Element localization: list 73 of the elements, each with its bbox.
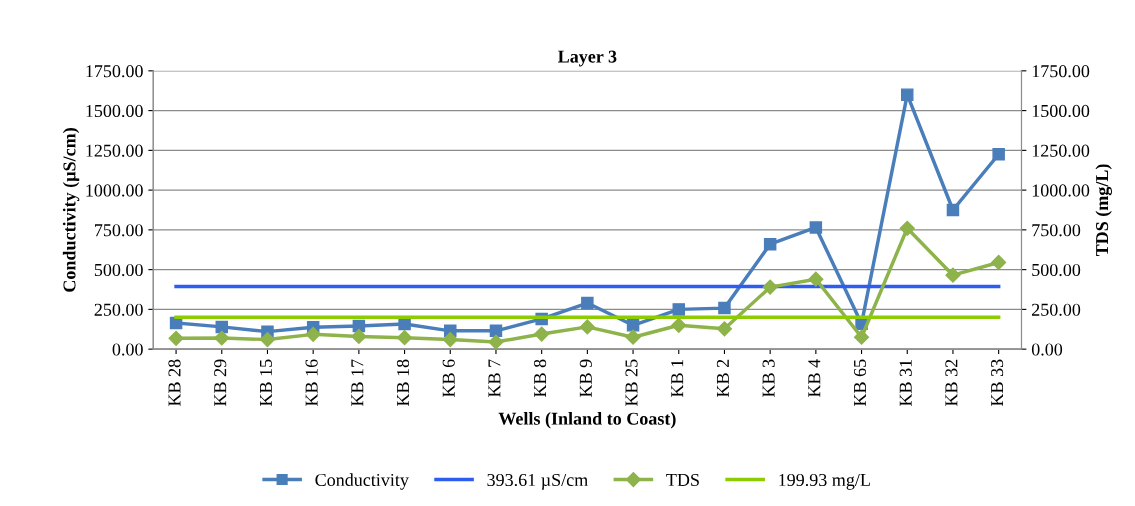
point xyxy=(763,237,777,251)
point xyxy=(716,321,733,337)
point xyxy=(671,317,687,333)
x-tick-label: KB 29 xyxy=(214,359,227,406)
chart-title: Layer 3 xyxy=(557,50,617,67)
point xyxy=(534,326,550,342)
y-tick-label: 500.00 xyxy=(94,263,143,277)
x-tick-label: KB 1 xyxy=(671,359,684,397)
legend-label: 199.93 mg/L xyxy=(779,473,870,490)
y-tick-label: 0.00 xyxy=(112,343,143,356)
point xyxy=(992,148,1005,161)
y-tick-label: 250.00 xyxy=(94,303,143,316)
x-tick-label: KB 18 xyxy=(396,359,410,406)
x-axis-title: Wells (Inland to Coast) xyxy=(498,412,676,429)
y-tick-label: 750.00 xyxy=(95,224,143,237)
x-tick-label: KB 4 xyxy=(808,359,821,397)
point xyxy=(581,296,594,310)
point xyxy=(991,254,1007,271)
x-tick-label: KB 3 xyxy=(762,359,775,397)
y-tick-label: 1000.00 xyxy=(86,184,143,197)
x-tick-label: KB 33 xyxy=(991,359,1004,406)
point xyxy=(808,271,824,287)
y2-tick-label: 250.00 xyxy=(1032,303,1081,316)
x-tick-label: KB 9 xyxy=(579,359,592,397)
y2-tick-label: 0.00 xyxy=(1031,343,1063,356)
x-tick-label: KB 25 xyxy=(625,359,638,406)
point xyxy=(488,334,504,350)
point xyxy=(672,303,686,316)
point xyxy=(579,319,595,335)
x-tick-label: KB 16 xyxy=(305,359,318,406)
y2-tick-label: 500.00 xyxy=(1032,263,1081,277)
point xyxy=(946,203,960,217)
point xyxy=(259,332,276,348)
y2-tick-label: 1250.00 xyxy=(1032,144,1090,157)
x-tick-label: KB 28 xyxy=(168,359,181,406)
y2-axis-title: TDS (mg/L) xyxy=(1095,164,1112,257)
y-tick-label: 1250.00 xyxy=(86,144,143,157)
y2-tick-label: 1500.00 xyxy=(1032,104,1090,118)
point xyxy=(489,324,503,338)
x-tick-label: KB 8 xyxy=(534,359,547,397)
point xyxy=(168,330,184,346)
point xyxy=(396,330,413,346)
y2-tick-label: 750.00 xyxy=(1032,224,1081,237)
point xyxy=(398,317,411,331)
x-tick-label: KB 17 xyxy=(351,359,364,406)
y-tick-label: 1500.00 xyxy=(86,104,143,118)
x-tick-label: KB 15 xyxy=(259,359,272,406)
point xyxy=(305,326,321,342)
y-tick-label: 1750.00 xyxy=(86,65,143,78)
x-tick-label: KB 2 xyxy=(716,359,729,397)
x-tick-label: KB 65 xyxy=(853,359,867,406)
point xyxy=(625,329,641,345)
y2-tick-label: 1000.00 xyxy=(1032,184,1090,197)
x-tick-label: KB 31 xyxy=(899,359,912,406)
point xyxy=(442,332,458,348)
legend-label: Conductivity xyxy=(315,473,409,490)
x-tick-label: KB 32 xyxy=(945,359,958,406)
y-axis-title: Conductivity (µS/cm) xyxy=(62,128,80,292)
y2-tick-label: 1750.00 xyxy=(1032,65,1090,78)
point xyxy=(945,267,961,283)
point xyxy=(626,319,640,332)
x-tick-label: KB 6 xyxy=(442,359,455,397)
point xyxy=(351,328,367,344)
point xyxy=(718,301,731,315)
x-tick-label: KB 7 xyxy=(488,359,501,397)
legend-label: 393.61 µS/cm xyxy=(487,473,588,490)
legend-label: TDS xyxy=(666,473,699,487)
point xyxy=(853,329,870,345)
point xyxy=(809,221,823,234)
point xyxy=(762,279,778,295)
point xyxy=(214,330,230,346)
point xyxy=(899,220,915,236)
point xyxy=(901,88,914,101)
